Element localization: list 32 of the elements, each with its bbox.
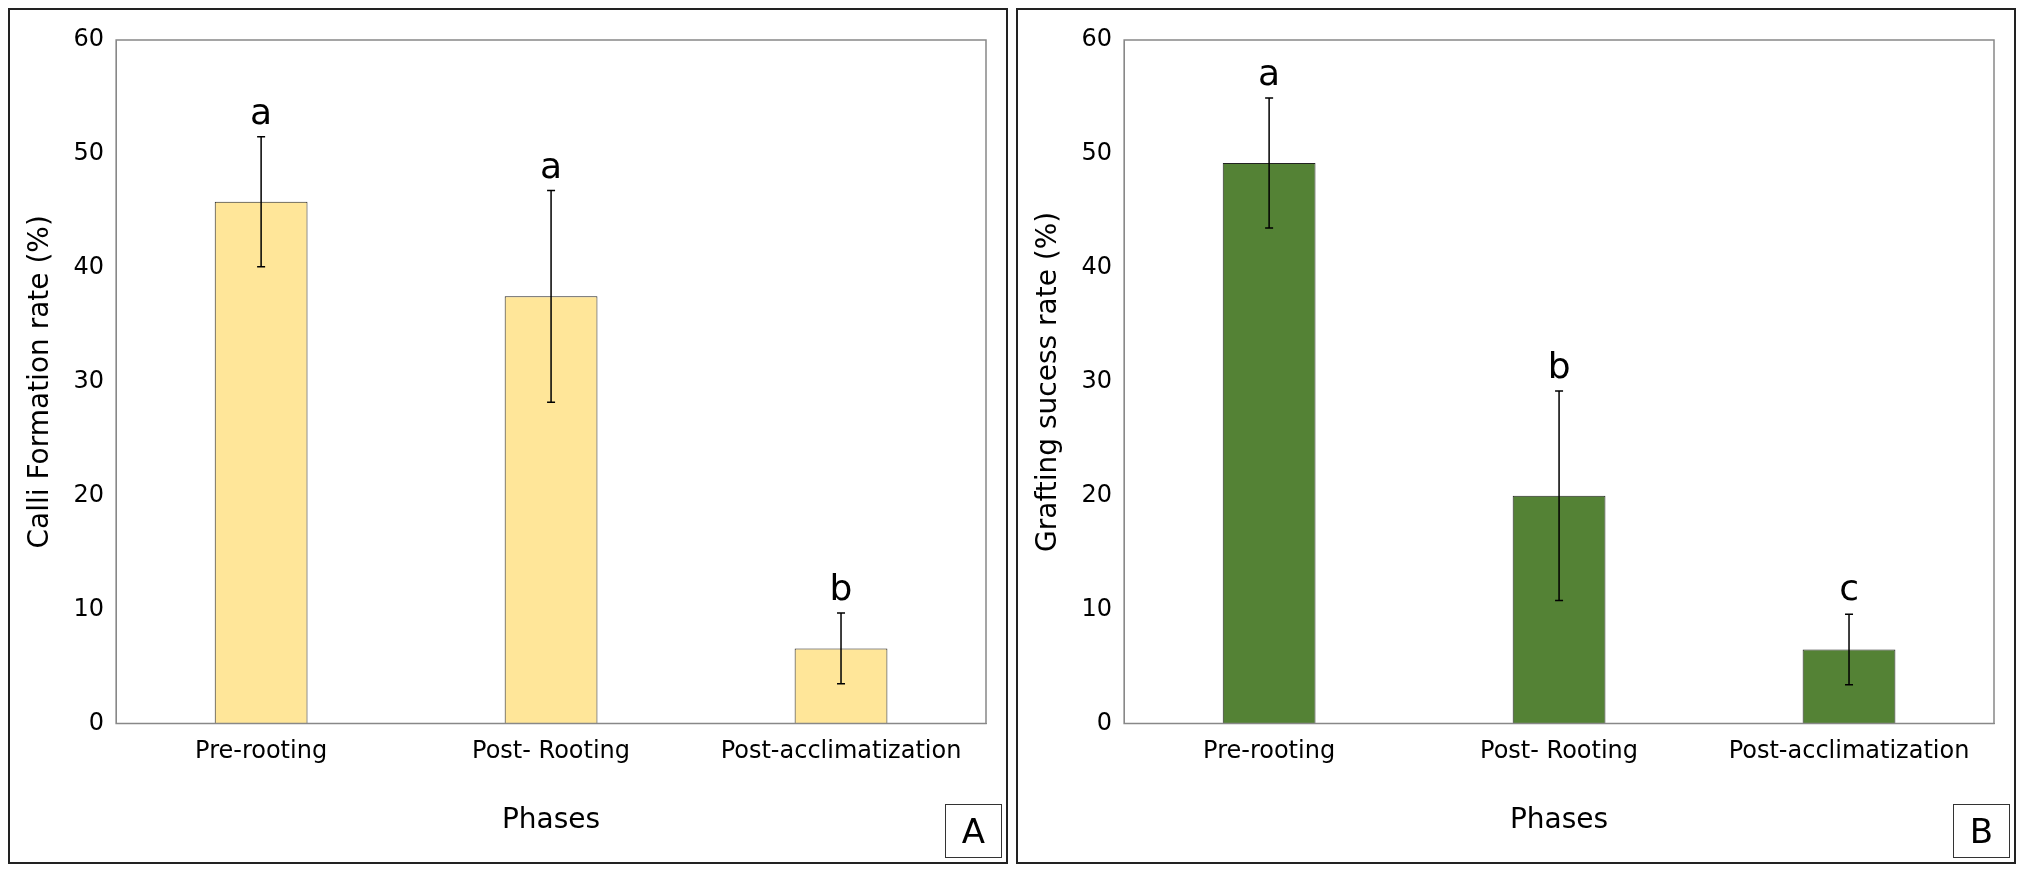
annotation: a xyxy=(540,144,563,186)
y-tick-label: 50 xyxy=(73,138,105,167)
x-tick-label: Pre-rooting xyxy=(195,736,328,765)
y-tick-label: 60 xyxy=(73,24,105,53)
annotation: a xyxy=(1258,52,1281,94)
text: B xyxy=(1952,804,2010,858)
y-tick-label: 20 xyxy=(73,479,105,508)
y-tick-label: 0 xyxy=(1096,707,1113,736)
x-tick-label: Post- Rooting xyxy=(1480,736,1639,765)
x-axis-title: Phases xyxy=(1509,802,1609,836)
text: A xyxy=(944,804,1002,858)
y-tick-label: 40 xyxy=(73,252,105,281)
y-tick-label: 0 xyxy=(88,707,105,736)
x-tick-label: Post-acclimatization xyxy=(720,736,962,765)
y-tick-label: 30 xyxy=(73,366,105,395)
y-tick-label: 10 xyxy=(1081,593,1113,622)
y-tick-label: 10 xyxy=(73,593,105,622)
y-axis-title: Grafting sucess rate (%) xyxy=(1030,211,1064,552)
y-tick-label: 40 xyxy=(1081,252,1113,281)
y-axis-title: Calli Formation rate (%) xyxy=(22,215,56,549)
x-tick-label: Post-acclimatization xyxy=(1728,736,1970,765)
y-tick-label: 50 xyxy=(1081,138,1113,167)
x-tick-label: Post- Rooting xyxy=(472,736,631,765)
x-axis-title: Phases xyxy=(501,802,601,836)
y-tick-label: 30 xyxy=(1081,366,1113,395)
annotation: c xyxy=(1839,567,1859,609)
annotation: b xyxy=(1547,345,1571,387)
annotation: a xyxy=(250,91,273,133)
y-tick-label: 60 xyxy=(1081,24,1113,53)
annotation: b xyxy=(829,567,853,609)
x-tick-label: Pre-rooting xyxy=(1203,736,1336,765)
y-tick-label: 20 xyxy=(1081,479,1113,508)
